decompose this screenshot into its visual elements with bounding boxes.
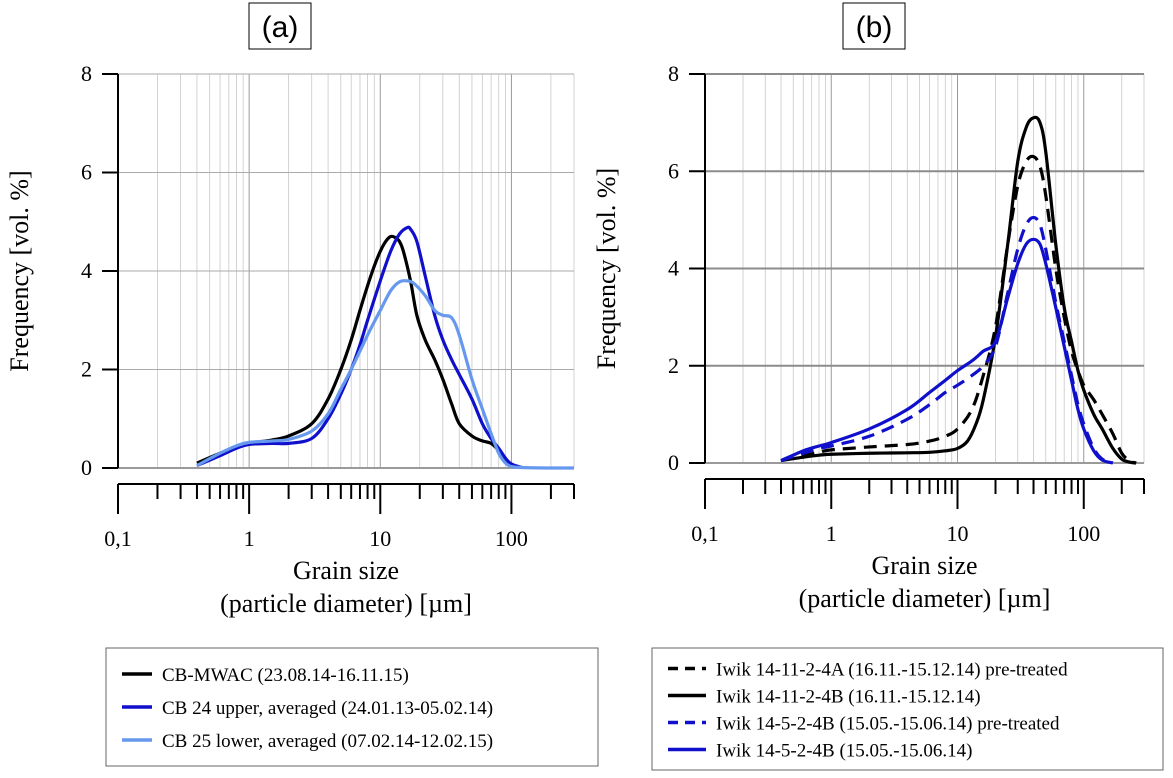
panel-a: (a) 0 2 4 6 8 0,1 1 10 100 Grain size (particle dia… — [5, 2, 599, 767]
x-axis: 0,1 1 10 100 — [104, 483, 575, 551]
legend-item: Iwik 14-11-2-4B (16.11.-15.12.14) — [668, 687, 981, 708]
legend-item: Iwik 14-11-2-4A (16.11.-15.12.14) pre-tr… — [668, 660, 1068, 681]
y-tick-label: 0 — [81, 455, 92, 480]
series-group — [196, 225, 575, 470]
x-tick-label: 0,1 — [104, 526, 132, 551]
legend-label: CB-MWAC (23.08.14-16.11.15) — [162, 665, 409, 686]
panel-b: (b) 0 2 4 6 8 0,1 1 10 100 Grain size (particle dia… — [592, 2, 1164, 771]
series-line-2 — [196, 225, 523, 470]
legend-item: Iwik 14-5-2-4B (15.05.-15.06.14) — [668, 741, 972, 762]
x-axis: 0,1 1 10 100 — [691, 478, 1145, 546]
x-tick-label: 100 — [1067, 521, 1100, 546]
x-tick-label: 0,1 — [691, 521, 719, 546]
grid — [117, 73, 575, 469]
x-tick-label: 1 — [826, 521, 837, 546]
y-tick-label: 0 — [668, 450, 679, 475]
y-tick-label: 4 — [81, 258, 92, 283]
series-line-4 — [780, 237, 1114, 465]
legend-item: CB 24 upper, averaged (24.01.13-05.02.14… — [122, 698, 493, 719]
legend-label: Iwik 14-5-2-4B (15.05.-15.06.14) — [716, 741, 972, 762]
x-axis-title-line2: (particle diameter) [µm] — [799, 584, 1051, 613]
y-tick-label: 2 — [81, 357, 92, 382]
x-tick-label: 100 — [495, 526, 528, 551]
legend-label: Iwik 14-11-2-4B (16.11.-15.12.14) — [716, 687, 981, 708]
panel-label-box — [248, 2, 312, 50]
x-tick-label: 10 — [947, 521, 969, 546]
legend-label: CB 25 lower, averaged (07.02.14-12.02.15… — [162, 731, 493, 752]
legend-box — [105, 647, 599, 767]
y-axis: 0 2 4 6 8 — [668, 61, 706, 475]
series-line-1 — [780, 154, 1137, 465]
series-line-2 — [780, 115, 1137, 465]
legend-label: Iwik 14-5-2-4B (15.05.-15.06.14) pre-tre… — [716, 714, 1060, 735]
panel-label-box — [842, 2, 906, 50]
x-axis-title: Grain size — [293, 556, 399, 585]
y-tick-label: 8 — [668, 61, 679, 86]
series-line-3 — [196, 279, 575, 470]
series-line-1 — [196, 234, 523, 470]
y-tick-label: 6 — [668, 158, 679, 183]
y-axis-title: Frequency [vol. %] — [592, 168, 621, 369]
legend-item: CB-MWAC (23.08.14-16.11.15) — [122, 665, 409, 686]
legend-box — [651, 647, 1164, 771]
y-tick-label: 6 — [81, 160, 92, 185]
panel-label: (a) — [262, 11, 299, 44]
x-tick-label: 1 — [244, 526, 255, 551]
x-axis-title-line2: (particle diameter) [µm] — [220, 589, 472, 618]
legend-item: CB 25 lower, averaged (07.02.14-12.02.15… — [122, 731, 493, 752]
legend: Iwik 14-11-2-4A (16.11.-15.12.14) pre-tr… — [651, 647, 1164, 771]
panel-label: (b) — [856, 11, 893, 44]
x-axis-title: Grain size — [871, 551, 977, 580]
y-tick-label: 4 — [668, 256, 679, 281]
y-axis: 0 2 4 6 8 — [81, 61, 119, 480]
legend: CB-MWAC (23.08.14-16.11.15) CB 24 upper, … — [105, 647, 599, 767]
series-group — [780, 115, 1137, 465]
legend-label: CB 24 upper, averaged (24.01.13-05.02.14… — [162, 698, 493, 719]
x-tick-label: 10 — [369, 526, 391, 551]
y-tick-label: 2 — [668, 353, 679, 378]
y-axis-title: Frequency [vol. %] — [5, 170, 34, 371]
legend-item: Iwik 14-5-2-4B (15.05.-15.06.14) pre-tre… — [668, 714, 1060, 735]
y-tick-label: 8 — [81, 61, 92, 86]
legend-label: Iwik 14-11-2-4A (16.11.-15.12.14) pre-tr… — [716, 660, 1068, 681]
